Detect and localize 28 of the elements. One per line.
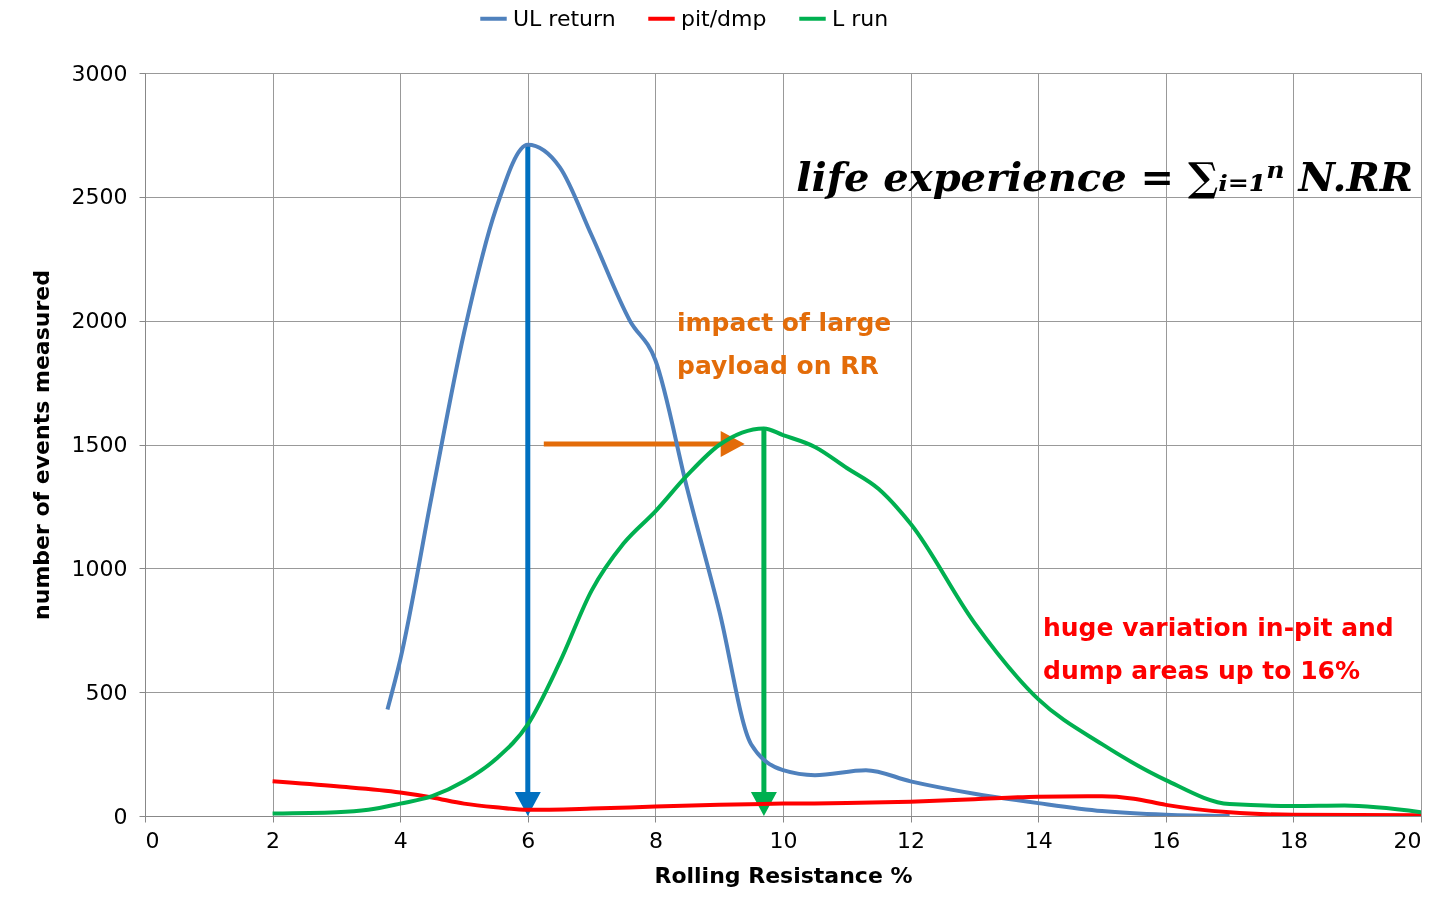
line-series bbox=[270, 779, 1421, 816]
annotation: life experience = ∑ᵢ₌₁ⁿ N.RR bbox=[796, 153, 1413, 200]
y-tick-label: 2000 bbox=[71, 308, 128, 334]
x-tick-label: 8 bbox=[648, 827, 663, 853]
annotation: huge variation in-pit and dump areas up to 16% bbox=[1043, 613, 1394, 685]
y-tick-label: 1500 bbox=[71, 432, 128, 457]
line-series bbox=[270, 426, 1421, 816]
legend-label: pit/dmp bbox=[681, 5, 767, 31]
x-tick-label: 16 bbox=[1152, 827, 1181, 853]
x-tick-label: 18 bbox=[1279, 827, 1308, 853]
x-tick-label: 0 bbox=[145, 827, 160, 853]
y-tick-label: 1000 bbox=[71, 555, 128, 581]
x-tick-label: 6 bbox=[521, 827, 536, 853]
legend-label: UL return bbox=[513, 5, 616, 31]
y-tick-label: 3000 bbox=[71, 60, 128, 86]
x-tick-label: 14 bbox=[1024, 827, 1053, 853]
x-tick-label: 20 bbox=[1393, 827, 1422, 853]
x-axis-title: Rolling Resistance % bbox=[654, 862, 913, 888]
x-tick-label: 4 bbox=[393, 827, 408, 853]
y-tick-label: 0 bbox=[113, 803, 128, 829]
x-tick-label: 2 bbox=[266, 827, 281, 853]
annotation: impact of large payload on RR bbox=[677, 308, 892, 380]
legend-label: L run bbox=[832, 5, 889, 31]
y-tick-label: 2500 bbox=[71, 184, 128, 210]
x-tick-label: 10 bbox=[769, 827, 798, 853]
y-axis-title: number of events measured bbox=[28, 270, 54, 620]
y-tick-label: 500 bbox=[85, 679, 128, 705]
x-tick-label: 12 bbox=[897, 827, 926, 853]
